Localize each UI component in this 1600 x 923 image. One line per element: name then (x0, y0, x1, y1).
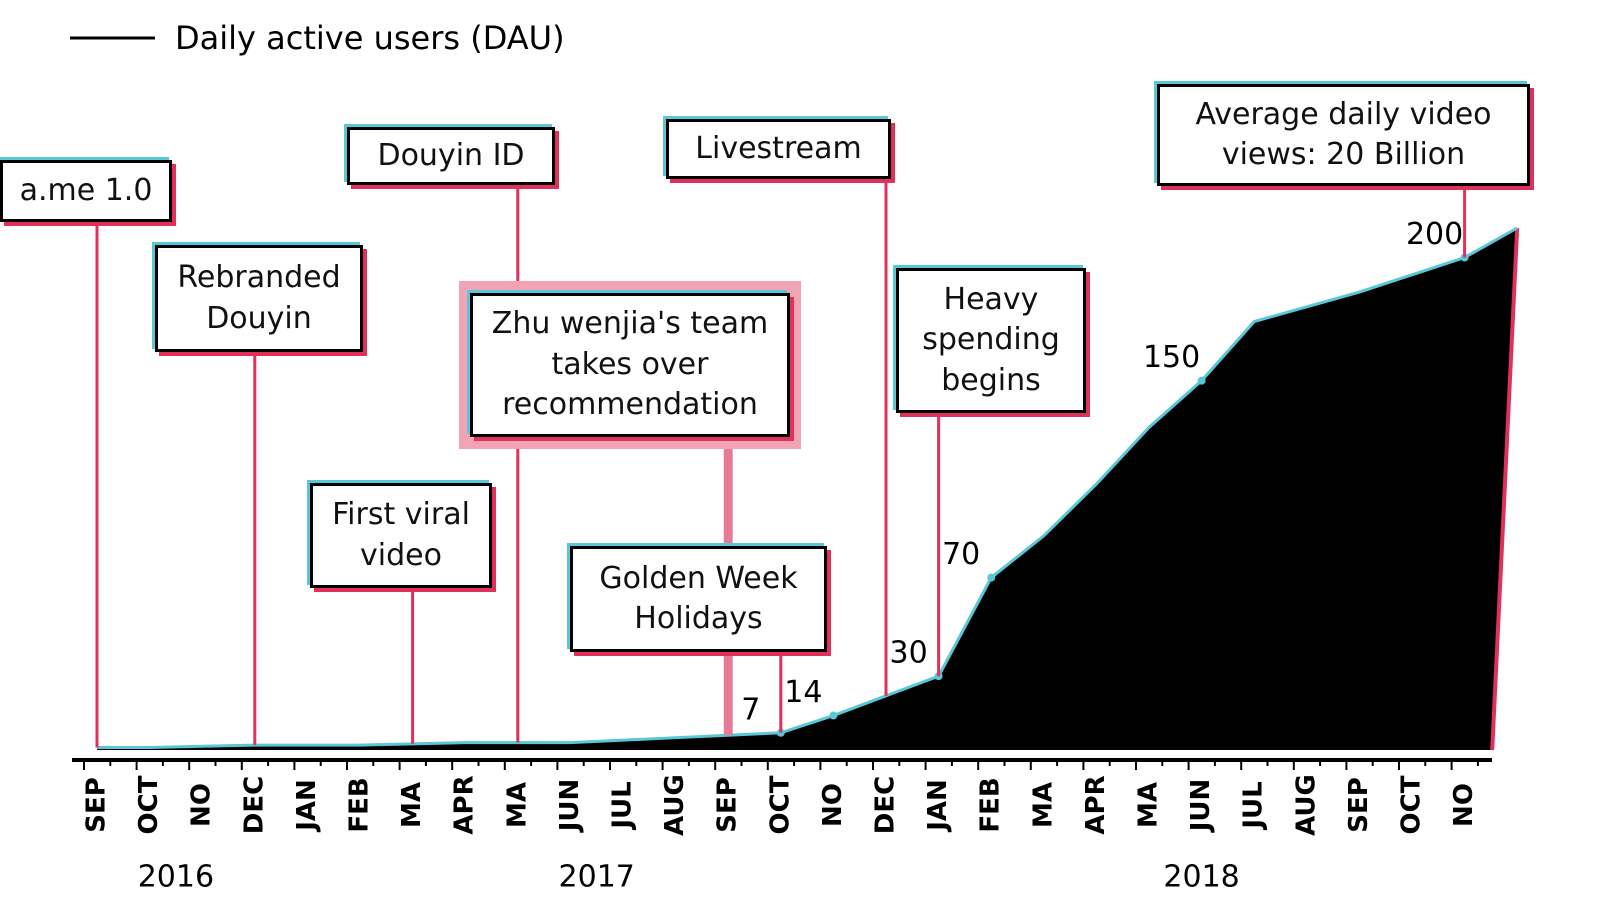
x-tick-label: NO (818, 783, 848, 827)
point (987, 573, 996, 582)
x-tick-label: AUG (1291, 774, 1321, 836)
annotation: Heavy spending begins (896, 268, 1086, 413)
x-tick-label: OCT (1397, 775, 1427, 834)
annotation: a.me 1.0 (0, 160, 172, 222)
legend-label: Daily active users (DAU) (175, 19, 565, 57)
x-tick-label: SEP (82, 777, 112, 833)
x-tick-label: NO (1449, 783, 1479, 827)
value-label: 70 (942, 537, 980, 572)
value-label: 200 (1406, 217, 1463, 252)
x-tick-label: APR (450, 775, 480, 834)
x-tick-label: JAN (923, 779, 953, 833)
x-tick-label: SEP (713, 777, 743, 833)
x-tick-label: FEB (345, 777, 375, 832)
x-tick-label: MA (397, 782, 427, 828)
x-tick-label: FEB (976, 777, 1006, 832)
x-tick-label: NO (187, 783, 217, 827)
x-tick-label: OCT (134, 775, 164, 834)
x-tick-label: MA (502, 782, 532, 828)
point (1197, 376, 1206, 385)
value-label: 30 (890, 636, 928, 671)
x-tick-label: DEC (239, 776, 269, 834)
x-tick-label: JAN (292, 779, 322, 833)
annotation: First viral video (310, 483, 492, 588)
line (97, 226, 1518, 750)
value-label: 7 (741, 692, 760, 727)
x-tick-label: DEC (871, 776, 901, 834)
year-label: 2016 (138, 860, 214, 895)
x-tick-label: JUN (555, 779, 585, 834)
value-label: 150 (1143, 340, 1200, 375)
year-label: 2018 (1163, 860, 1239, 895)
area-edge (1490, 227, 1520, 751)
x-tick-label: AUG (660, 774, 690, 836)
annotation: Livestream (666, 119, 891, 179)
annotation: Golden Week Holidays (570, 546, 827, 652)
x-tick-label: JUL (608, 781, 638, 830)
x-tick-label: MA (1028, 782, 1058, 828)
x-tick-label: JUL (1239, 781, 1269, 830)
point (829, 711, 838, 720)
x-tick-label: JUN (1186, 779, 1216, 834)
annotation: Rebranded Douyin (155, 245, 363, 352)
annotation: Zhu wenjia's team takes over recommendat… (470, 293, 790, 437)
annotation: Douyin ID (347, 127, 555, 185)
area (97, 228, 1518, 750)
year-label: 2017 (559, 860, 635, 895)
x-tick-label: MA (1134, 782, 1164, 828)
x-tick-label: SEP (1344, 777, 1374, 833)
x-tick-label: OCT (765, 775, 795, 834)
x-tick-label: APR (1081, 775, 1111, 834)
value-label: 14 (784, 675, 822, 710)
annotation: Average daily video views: 20 Billion (1157, 84, 1530, 186)
